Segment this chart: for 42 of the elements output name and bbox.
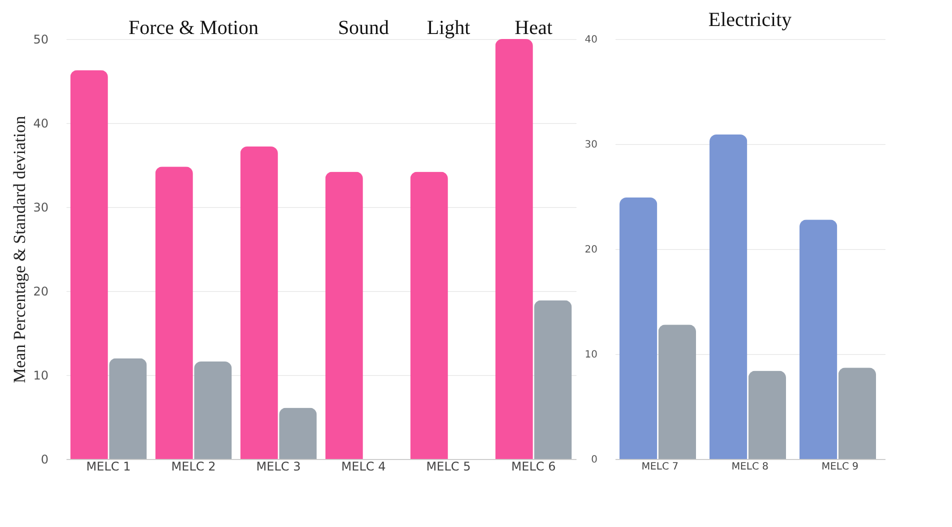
y-tick-label: 20 [33,284,48,298]
y-tick-label: 0 [591,454,598,466]
text: Heat [514,17,553,39]
bar [658,324,696,459]
bar [710,134,748,459]
x-tick-label: MELC 3 [256,460,301,474]
y-tick-label: 50 [33,32,48,46]
text: Sound [338,17,390,39]
y-tick-label: 40 [584,34,598,46]
y-tick-label: 20 [584,244,598,256]
bar [410,172,448,459]
x-tick-label: MELC 1 [86,460,131,474]
bar [748,370,786,459]
chart-title: Electricity [708,9,792,31]
bar [495,39,533,459]
y-tick-label: 0 [40,452,48,466]
bar [155,166,193,459]
y-tick-label: 10 [33,368,48,382]
bar [838,368,876,459]
text: Force & Motion [128,17,258,39]
bar [534,300,572,459]
x-tick-label: MELC 8 [731,462,769,472]
bar [240,146,278,459]
x-tick-label: MELC 6 [511,460,556,474]
y-tick-label: 30 [33,200,48,214]
text: Light [426,17,471,39]
x-tick-label: MELC 9 [821,462,859,472]
y-tick-label: 40 [33,116,48,130]
x-tick-label: MELC 4 [341,460,386,474]
y-tick-label: 10 [584,350,598,360]
y-tick-label: 30 [584,140,598,150]
bar [325,172,363,459]
bar [620,198,658,459]
y-axis-title: Mean Percentage & Standard deviation [10,115,30,384]
bar [70,70,108,459]
x-tick-label: MELC 2 [171,460,216,474]
x-tick-label: MELC 5 [426,460,471,474]
bar [279,408,317,459]
bar [109,358,147,459]
x-tick-label: MELC 7 [641,462,679,472]
bar [194,362,232,459]
bar [800,220,838,459]
